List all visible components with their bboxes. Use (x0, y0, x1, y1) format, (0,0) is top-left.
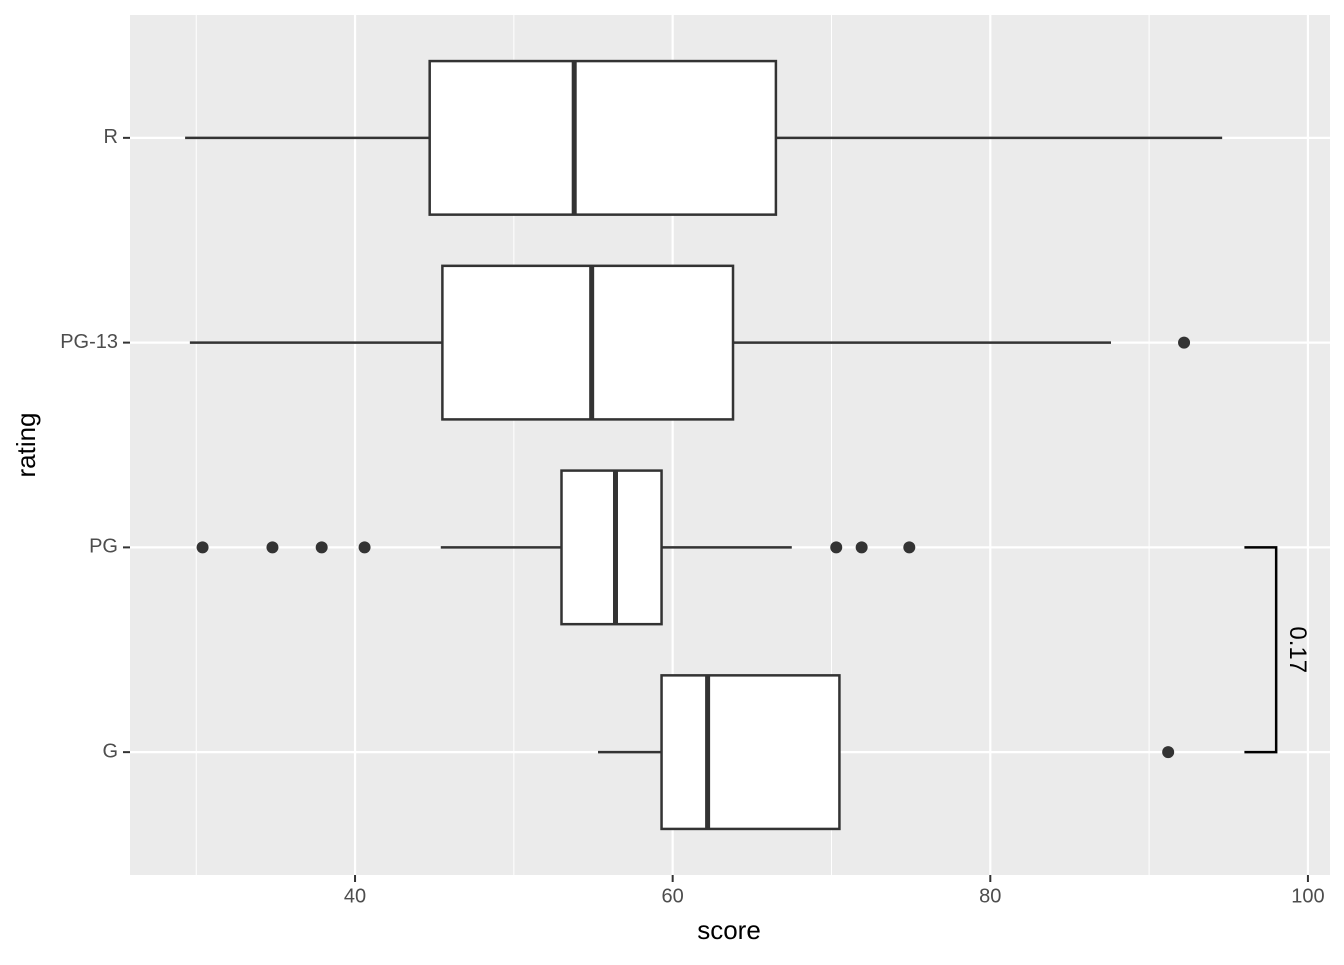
y-tick-label: PG-13 (60, 331, 118, 353)
outlier (358, 541, 371, 554)
y-tick-label: G (102, 740, 118, 762)
y-tick-label: PG (89, 536, 118, 558)
box (660, 674, 841, 831)
outlier (315, 541, 328, 554)
y-axis-title: rating (11, 412, 41, 477)
y-tick-label: R (104, 126, 118, 148)
box (560, 469, 663, 626)
x-axis-title: score (697, 915, 761, 945)
x-tick-label: 80 (979, 885, 1001, 907)
outlier (196, 541, 209, 554)
x-tick-label: 60 (662, 885, 684, 907)
box (441, 264, 735, 421)
outlier (903, 541, 916, 554)
x-tick-label: 40 (344, 885, 366, 907)
outlier (266, 541, 279, 554)
outlier (855, 541, 868, 554)
x-tick-label: 100 (1291, 885, 1324, 907)
outlier (830, 541, 843, 554)
outlier (1162, 746, 1175, 759)
outlier (1178, 336, 1191, 349)
bracket (1244, 546, 1278, 754)
box (428, 59, 778, 216)
annotation-label: 0.17 (1284, 626, 1311, 673)
